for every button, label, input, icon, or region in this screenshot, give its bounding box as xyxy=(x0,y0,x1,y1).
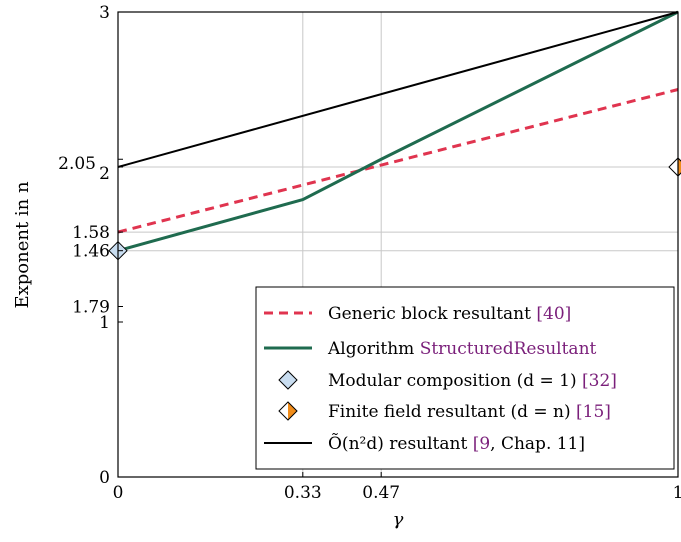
y-tick-label: 3 xyxy=(99,3,110,23)
legend-label-1: Algorithm StructuredResultant xyxy=(327,339,597,359)
y-ticks: 0 11.79 1.461.58 22.05 3 xyxy=(58,3,123,488)
x-tick-label: 1 xyxy=(673,483,681,503)
series-line-4 xyxy=(117,11,679,168)
x-tick-label: 0.47 xyxy=(362,483,400,503)
y-tick-label: 1 xyxy=(99,313,110,333)
y-tick-label: 2.05 xyxy=(58,154,96,174)
y-tick-label: 1.58 xyxy=(72,223,110,243)
legend: Generic block resultant [40] Algorithm St… xyxy=(255,286,675,470)
x-tick-label: 0.33 xyxy=(284,483,322,503)
y-axis-label: Exponent in n xyxy=(12,181,33,309)
legend-label-0: Generic block resultant [40] xyxy=(328,304,571,324)
legend-label-3: Finite field resultant (d = n) [15] xyxy=(328,402,611,422)
series-group xyxy=(108,10,681,261)
y-tick-label: 2 xyxy=(99,164,110,184)
y-tick-label: 0 xyxy=(99,468,110,488)
legend-label-4: Õ(n²d) resultant [9, Chap. 11] xyxy=(328,433,585,454)
series-line-1 xyxy=(117,10,679,253)
x-axis-label: γ xyxy=(393,509,404,530)
marker-point-3 xyxy=(668,157,681,177)
y-tick-label: 1.79 xyxy=(72,298,110,318)
x-tick-label: 0 xyxy=(113,483,124,503)
x-ticks: 0 0.33 0.47 1 xyxy=(113,472,681,503)
legend-marker-2 xyxy=(278,370,298,390)
series-line-0 xyxy=(117,88,679,234)
legend-box xyxy=(255,286,675,470)
legend-label-2: Modular composition (d = 1) [32] xyxy=(328,371,617,391)
y-tick-label: 1.46 xyxy=(72,242,110,262)
plot-frame xyxy=(117,11,679,478)
legend-marker-3 xyxy=(278,401,298,421)
